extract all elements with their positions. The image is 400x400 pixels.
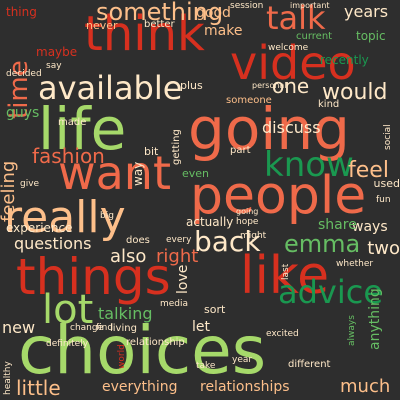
cloud-word-big: big [100, 211, 114, 221]
cloud-word-choices: choices [18, 312, 267, 389]
cloud-word-world: world [117, 344, 127, 370]
cloud-word-topic: topic [356, 29, 386, 43]
cloud-word-whether: whether [336, 259, 374, 269]
cloud-word-getting: getting [171, 129, 182, 165]
cloud-word-lot: lot [42, 287, 94, 333]
cloud-word-life: life [38, 95, 127, 163]
cloud-word-sort: sort [204, 303, 226, 316]
cloud-word-know: know [264, 145, 354, 185]
cloud-word-talk: talk [266, 0, 326, 37]
cloud-word-really: really [4, 192, 126, 243]
cloud-word-bit: bit [144, 145, 159, 158]
cloud-word-might: might [240, 231, 267, 241]
cloud-word-one: one [272, 74, 310, 98]
cloud-word-people: people [190, 166, 367, 226]
cloud-word-good: good [196, 5, 231, 21]
cloud-word-fun: fun [376, 195, 391, 205]
cloud-word-last: last [281, 264, 291, 281]
cloud-word-recently: recently [320, 53, 369, 67]
cloud-word-definitely: definitely [46, 339, 89, 349]
cloud-word-anything: anything [367, 288, 383, 351]
cloud-word-someone: someone [226, 95, 272, 106]
cloud-word-going: going [236, 207, 259, 216]
cloud-word-important: important [290, 1, 330, 10]
cloud-word-going: going [188, 95, 350, 163]
cloud-word-two: two [367, 238, 400, 259]
cloud-word-experience: experience [6, 221, 73, 235]
cloud-word-things: things [16, 248, 171, 306]
cloud-word-relationship: relationship [126, 337, 185, 348]
cloud-word-never: never [86, 19, 118, 32]
cloud-word-excited: excited [266, 329, 299, 339]
cloud-word-would: would [322, 80, 388, 105]
cloud-word-let: let [192, 319, 210, 335]
cloud-word-kind: kind [318, 99, 340, 110]
cloud-word-feel: feel [348, 158, 389, 183]
cloud-word-back: back [194, 225, 261, 258]
cloud-word-healthy: healthy [3, 361, 13, 396]
cloud-word-made: made [58, 117, 87, 128]
cloud-word-personal: personal [252, 81, 287, 90]
cloud-word-change: change [70, 323, 104, 333]
cloud-word-take: take [196, 361, 216, 371]
cloud-word-welcome: welcome [268, 43, 309, 53]
cloud-word-video: video [230, 36, 356, 90]
cloud-word-feeling: feeling [0, 160, 19, 223]
cloud-word-actually: actually [186, 215, 234, 229]
cloud-word-talking: talking [98, 304, 153, 323]
cloud-word-year: year [232, 355, 253, 365]
cloud-word-emma: emma [284, 230, 361, 258]
cloud-word-way: way [131, 162, 145, 187]
cloud-word-even: even [182, 167, 210, 180]
cloud-word-hope: hope [236, 217, 259, 227]
cloud-word-discuss: discuss [262, 118, 321, 137]
cloud-word-available: available [38, 69, 183, 107]
cloud-word-also: also [110, 246, 147, 267]
cloud-word-different: different [288, 359, 331, 370]
cloud-word-better: better [144, 19, 175, 30]
cloud-word-something: something [96, 0, 224, 26]
cloud-word-guys: guys [6, 105, 40, 121]
cloud-word-right: right [156, 246, 199, 267]
cloud-word-always: always [347, 315, 357, 347]
cloud-word-say: say [46, 61, 62, 71]
cloud-word-little: little [16, 376, 61, 400]
cloud-word-questions: questions [14, 234, 92, 253]
cloud-word-find: find [96, 323, 114, 333]
cloud-word-like: like [240, 246, 330, 306]
cloud-word-thing: thing [6, 5, 37, 19]
cloud-word-make: make [204, 23, 243, 39]
cloud-word-every: every [166, 235, 192, 245]
cloud-word-does: does [126, 235, 150, 246]
cloud-word-decided: decided [6, 69, 42, 79]
cloud-word-session: session [230, 1, 264, 11]
cloud-word-years: years [344, 2, 389, 21]
cloud-word-advice: advice [278, 273, 384, 311]
cloud-word-plus: plus [180, 79, 203, 92]
cloud-word-living: living [110, 323, 137, 334]
cloud-word-love: love [175, 264, 191, 294]
cloud-word-share: share [318, 217, 357, 233]
cloud-word-much: much [340, 376, 391, 397]
cloud-word-used: used [373, 177, 400, 190]
cloud-word-media: media [160, 299, 189, 309]
cloud-word-want: want [58, 146, 172, 200]
cloud-word-relationships: relationships [200, 379, 290, 395]
cloud-word-fashion: fashion [32, 144, 105, 168]
cloud-word-current: current [296, 31, 333, 42]
cloud-word-new: new [2, 318, 36, 337]
cloud-word-ways: ways [352, 219, 388, 235]
cloud-word-maybe: maybe [36, 45, 78, 59]
cloud-word-think: think [84, 6, 205, 62]
cloud-word-part: part [230, 145, 251, 156]
cloud-word-social: social [383, 124, 393, 151]
cloud-word-give: give [20, 179, 40, 189]
cloud-word-everything: everything [102, 379, 178, 395]
